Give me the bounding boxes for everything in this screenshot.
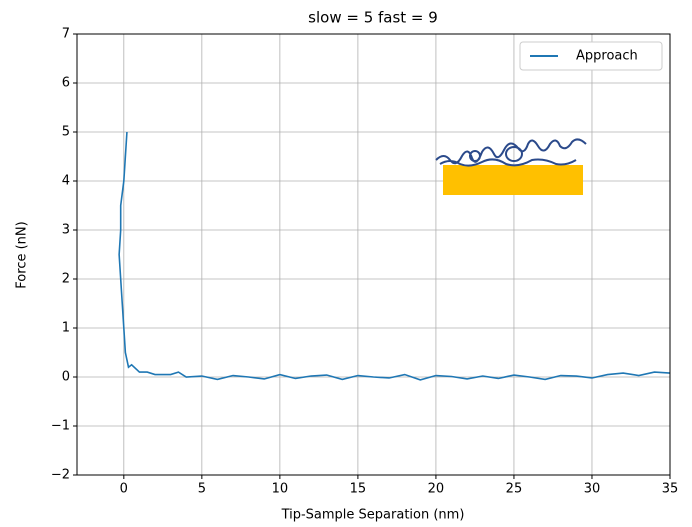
y-axis-label: Force (nN) — [15, 221, 30, 288]
y-tick-label: 0 — [62, 370, 70, 385]
y-tick-label: 4 — [62, 174, 70, 189]
x-tick-label: 35 — [662, 482, 679, 497]
x-axis-label: Tip-Sample Separation (nm) — [281, 508, 465, 523]
x-tick-label: 15 — [350, 482, 367, 497]
y-tick-label: −1 — [51, 419, 70, 434]
legend: Approach — [519, 41, 663, 71]
substrate — [443, 165, 583, 195]
y-tick-label: 5 — [62, 125, 70, 140]
x-tick-label: 5 — [198, 482, 206, 497]
legend-label: Approach — [576, 49, 638, 64]
y-tick-label: 3 — [62, 223, 70, 238]
legend-box — [519, 41, 663, 71]
y-tick-label: 6 — [62, 76, 70, 91]
grid: 0 5 10 15 20 25 30 35 −2 −1 0 1 2 3 4 5 6 7 — [51, 27, 678, 497]
x-tick-label: 10 — [272, 482, 289, 497]
x-tick-label: 20 — [428, 482, 445, 497]
y-tick-label: 1 — [62, 321, 70, 336]
chart-title: slow = 5 fast = 9 — [308, 9, 438, 27]
polymer — [435, 138, 587, 167]
y-tick-label: 2 — [62, 272, 70, 287]
x-tick-label: 30 — [584, 482, 601, 497]
x-tick-label: 25 — [506, 482, 523, 497]
series-line — [118, 131, 671, 381]
y-tick-label: 7 — [62, 27, 70, 42]
y-tick-label: −2 — [51, 468, 70, 483]
plot-area — [118, 131, 671, 381]
inset-illustration — [435, 138, 587, 195]
axes-frame — [76, 33, 671, 476]
x-tick-label: 0 — [120, 482, 128, 497]
